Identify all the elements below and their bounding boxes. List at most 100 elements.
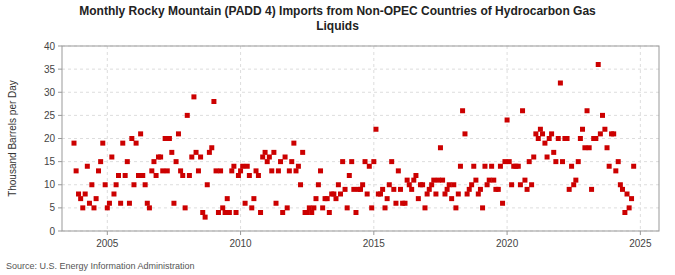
point — [476, 192, 481, 197]
point — [409, 187, 414, 192]
y-tick-label: 20 — [44, 133, 56, 144]
point — [127, 201, 132, 206]
point — [578, 136, 583, 141]
y-axis: 0510152025303540 — [44, 41, 62, 237]
point — [358, 187, 363, 192]
point — [471, 164, 476, 169]
point — [305, 210, 310, 215]
point — [294, 168, 299, 173]
point — [458, 164, 463, 169]
point — [462, 131, 467, 136]
point — [283, 155, 288, 160]
point — [194, 150, 199, 155]
point — [214, 168, 219, 173]
x-grid-line — [373, 46, 374, 231]
x-tick-label: 2020 — [496, 238, 519, 249]
y-tick — [58, 231, 62, 232]
point — [245, 164, 250, 169]
x-tick-label: 2025 — [629, 238, 652, 249]
x-tick — [640, 231, 641, 235]
point — [231, 164, 236, 169]
point — [347, 173, 352, 178]
x-tick-label: 2010 — [229, 238, 252, 249]
point — [420, 182, 425, 187]
point — [429, 182, 434, 187]
point — [165, 168, 170, 173]
point — [596, 62, 601, 67]
point — [307, 205, 312, 210]
point — [518, 182, 523, 187]
point — [431, 178, 436, 183]
point — [527, 159, 532, 164]
y-axis-label: Thousand Barrels per Day — [7, 80, 18, 197]
point — [498, 164, 503, 169]
point — [198, 155, 203, 160]
point — [573, 178, 578, 183]
point — [533, 131, 538, 136]
point — [496, 187, 501, 192]
point — [180, 173, 185, 178]
point — [480, 205, 485, 210]
y-tick — [58, 207, 62, 208]
y-tick-label: 0 — [49, 226, 55, 237]
point — [138, 131, 143, 136]
point — [567, 187, 572, 192]
point — [622, 210, 627, 215]
point — [598, 131, 603, 136]
point — [560, 159, 565, 164]
point — [243, 201, 248, 206]
point — [176, 131, 181, 136]
point — [507, 159, 512, 164]
point — [276, 168, 281, 173]
point — [136, 173, 141, 178]
point — [613, 168, 618, 173]
point — [216, 210, 221, 215]
point — [71, 141, 76, 146]
point — [522, 178, 527, 183]
point — [325, 196, 330, 201]
point — [531, 155, 536, 160]
point — [505, 118, 510, 123]
y-tick — [58, 115, 62, 116]
point — [76, 192, 81, 197]
point — [291, 141, 296, 146]
point — [500, 201, 505, 206]
point — [149, 168, 154, 173]
point — [123, 173, 128, 178]
point — [405, 178, 410, 183]
point — [625, 192, 630, 197]
point — [403, 201, 408, 206]
point — [605, 145, 610, 150]
y-tick — [58, 161, 62, 162]
point — [602, 127, 607, 132]
point — [569, 164, 574, 169]
point — [422, 205, 427, 210]
point — [629, 196, 634, 201]
point — [442, 192, 447, 197]
point — [236, 173, 241, 178]
point — [143, 182, 148, 187]
y-tick — [58, 46, 62, 47]
point — [289, 159, 294, 164]
point — [373, 127, 378, 132]
point — [158, 155, 163, 160]
point — [467, 187, 472, 192]
point — [611, 131, 616, 136]
point — [109, 155, 114, 160]
point — [105, 205, 110, 210]
point — [111, 192, 116, 197]
point — [220, 205, 225, 210]
point — [271, 150, 276, 155]
y-tick-label: 5 — [49, 202, 55, 213]
point — [169, 150, 174, 155]
y-tick — [58, 92, 62, 93]
point — [485, 182, 490, 187]
point — [263, 150, 268, 155]
x-tick — [107, 231, 108, 235]
y-tick-label: 30 — [44, 87, 56, 98]
y-grid-line — [62, 92, 659, 93]
point — [174, 159, 179, 164]
point — [618, 182, 623, 187]
point — [565, 136, 570, 141]
point — [440, 178, 445, 183]
